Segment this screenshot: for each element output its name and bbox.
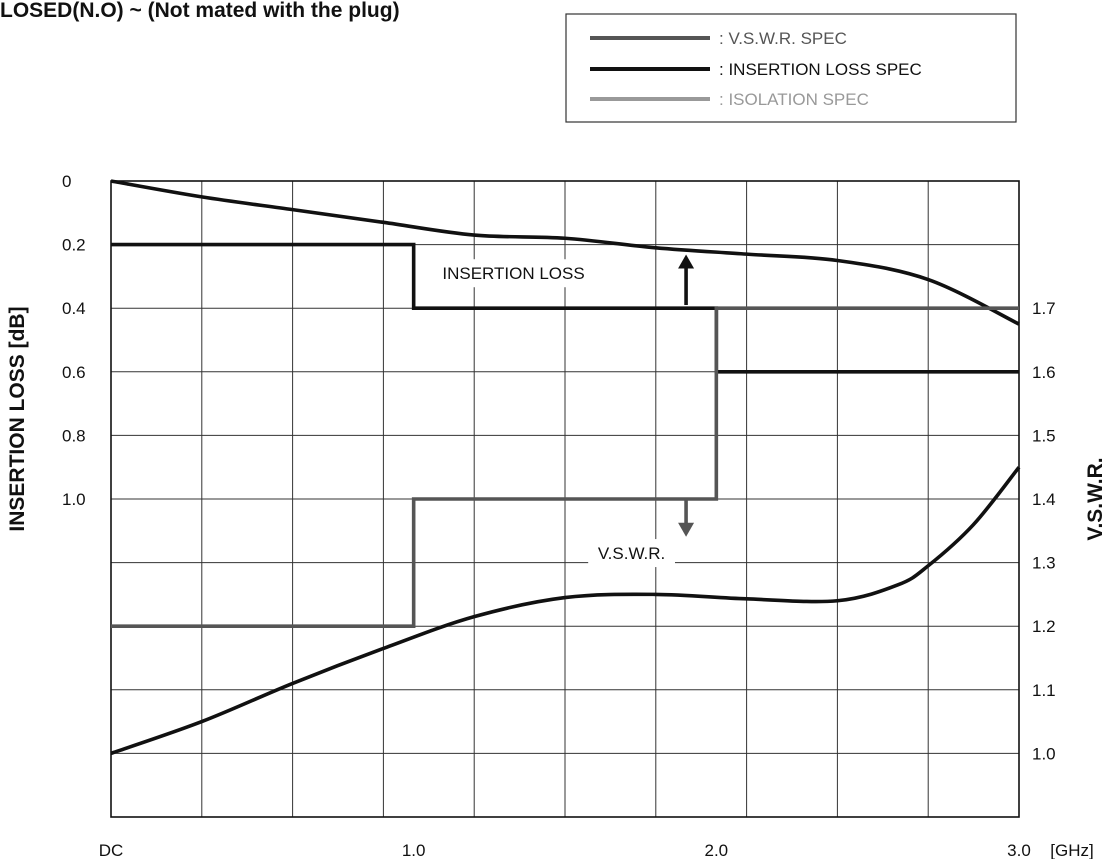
- y-left-axis-label: INSERTION LOSS [dB]: [6, 306, 29, 531]
- legend-label-vswr-spec: : V.S.W.R. SPEC: [719, 29, 847, 48]
- x-tick-label: DC: [99, 841, 124, 859]
- y-right-tick-label: 1.2: [1032, 617, 1056, 636]
- annotation-arrow-head: [678, 254, 695, 269]
- plot-marks: INSERTION LOSS V.S.W.R.: [110, 179, 1021, 756]
- legend-label-isolation-spec: : ISOLATION SPEC: [719, 90, 869, 109]
- y-right-tick-label: 1.6: [1032, 363, 1056, 382]
- axis-labels: DC 1.0 2.0 3.0 [GHz] 0 0.2 0.4 0.6 0.8 1.0 1.0 1.1 1.…: [6, 172, 1107, 859]
- y-right-tick-label: 1.1: [1032, 681, 1056, 700]
- y-right-tick-label: 1.0: [1032, 744, 1056, 763]
- annotation-label-v-s-w-r: V.S.W.R.: [598, 544, 665, 563]
- x-tick-label: 3.0: [1007, 841, 1031, 859]
- y-right-tick-label: 1.3: [1032, 554, 1056, 573]
- y-right-axis-label: V.S.W.R.: [1084, 457, 1107, 540]
- legend-label-insertion-loss-spec: : INSERTION LOSS SPEC: [719, 60, 922, 79]
- legend: : V.S.W.R. SPEC : INSERTION LOSS SPEC : …: [565, 13, 1017, 123]
- y-left-tick-label: 1.0: [62, 490, 86, 509]
- x-tick-label: 2.0: [705, 841, 729, 859]
- y-left-tick-label: 0.6: [62, 363, 86, 382]
- y-right-tick-label: 1.5: [1032, 426, 1056, 445]
- y-left-tick-label: 0.4: [62, 299, 86, 318]
- series-line-insertion-loss-spec: [111, 242, 1019, 374]
- x-tick-label: 1.0: [402, 841, 426, 859]
- series-line-v-s-w-r: [110, 466, 1021, 756]
- y-right-tick-label: 1.7: [1032, 299, 1056, 318]
- x-unit-label: [GHz]: [1050, 841, 1093, 859]
- annotation-background: [588, 539, 675, 568]
- y-left-tick-label: 0: [62, 172, 71, 191]
- annotation-arrow-head: [678, 522, 695, 537]
- y-left-tick-label: 0.2: [62, 236, 86, 255]
- plot-frame: [110, 180, 1020, 818]
- annotation-background: [435, 259, 592, 288]
- series-line-v-s-w-r-spec: [111, 306, 1019, 628]
- chart-title: LOSED(N.O) ~ (Not mated with the plug): [0, 0, 400, 22]
- series-line-insertion-loss: [110, 179, 1020, 326]
- y-right-tick-label: 1.4: [1032, 490, 1056, 509]
- y-left-tick-label: 0.8: [62, 426, 86, 445]
- annotation-label-insertion-loss: INSERTION LOSS: [442, 264, 584, 283]
